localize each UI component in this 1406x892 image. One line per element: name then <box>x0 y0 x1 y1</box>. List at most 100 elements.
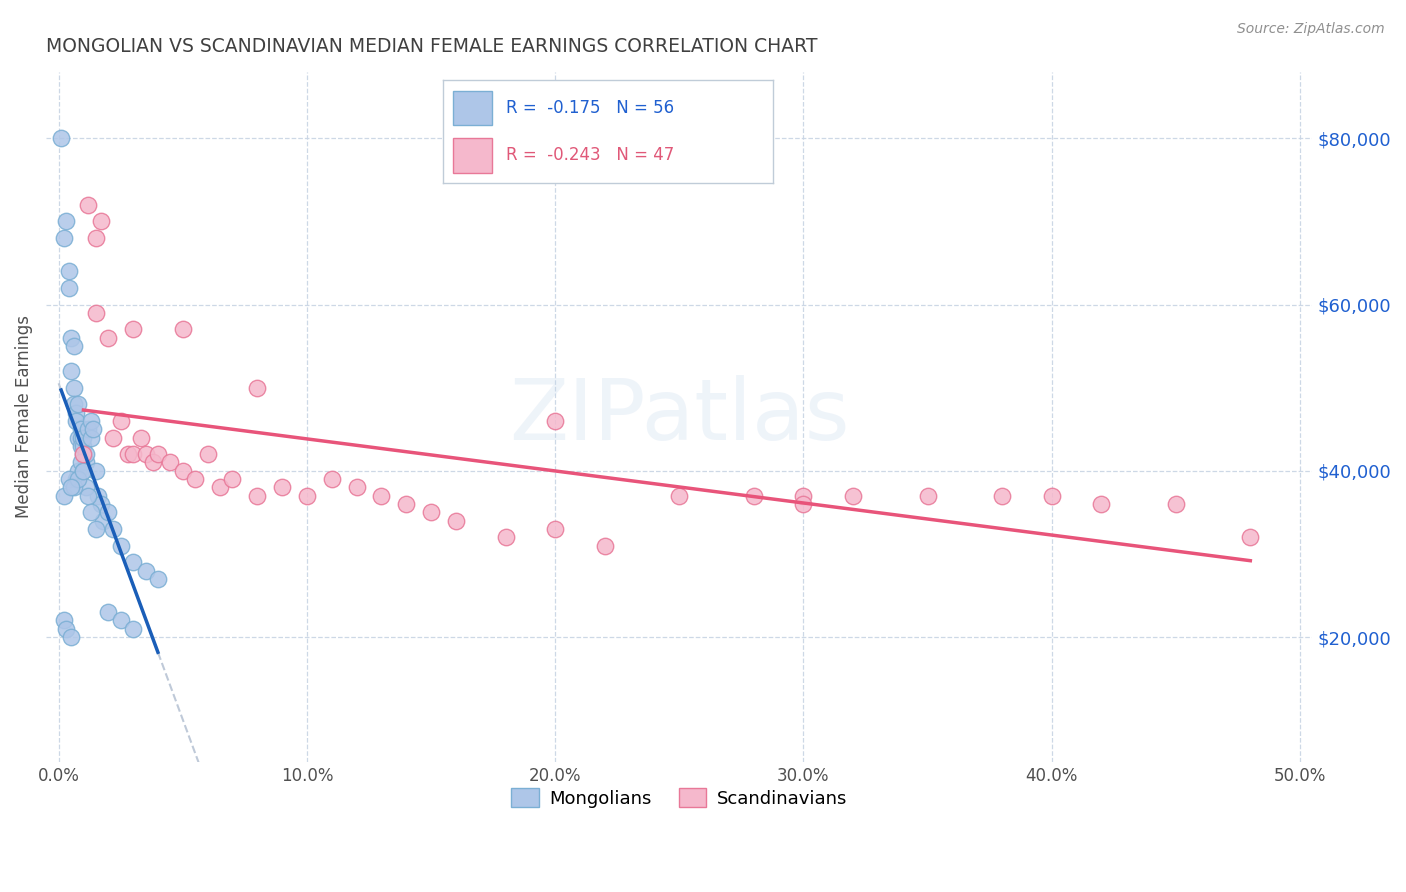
Text: MONGOLIAN VS SCANDINAVIAN MEDIAN FEMALE EARNINGS CORRELATION CHART: MONGOLIAN VS SCANDINAVIAN MEDIAN FEMALE … <box>46 37 818 56</box>
Point <box>246 381 269 395</box>
Point <box>117 447 139 461</box>
Point <box>67 431 90 445</box>
Point <box>82 422 104 436</box>
Point <box>197 447 219 461</box>
Point <box>62 397 84 411</box>
Point <box>370 489 392 503</box>
Point <box>65 406 87 420</box>
Point <box>70 455 93 469</box>
Point <box>84 306 107 320</box>
Point <box>134 564 156 578</box>
Point <box>103 522 125 536</box>
Bar <box>453 91 492 126</box>
Point <box>65 472 87 486</box>
Point <box>495 530 517 544</box>
Point <box>67 472 90 486</box>
Point <box>110 414 132 428</box>
Point <box>271 480 294 494</box>
Point <box>58 281 80 295</box>
Point <box>146 447 169 461</box>
Point <box>110 614 132 628</box>
Text: R =  -0.175   N = 56: R = -0.175 N = 56 <box>506 99 673 117</box>
Point <box>295 489 318 503</box>
Point <box>67 397 90 411</box>
Point <box>72 464 94 478</box>
Point <box>146 572 169 586</box>
Point <box>52 231 75 245</box>
Point <box>55 622 77 636</box>
Point <box>172 322 194 336</box>
Point <box>103 431 125 445</box>
Point <box>75 455 97 469</box>
Point <box>346 480 368 494</box>
Point <box>80 505 103 519</box>
Point <box>90 214 112 228</box>
Point <box>80 414 103 428</box>
Point <box>52 489 75 503</box>
Point <box>1040 489 1063 503</box>
Text: Source: ZipAtlas.com: Source: ZipAtlas.com <box>1237 22 1385 37</box>
Point <box>917 489 939 503</box>
Point <box>72 447 94 461</box>
Point <box>75 480 97 494</box>
Point <box>97 505 120 519</box>
Point <box>84 522 107 536</box>
Point <box>72 447 94 461</box>
Point <box>62 339 84 353</box>
Point <box>60 630 83 644</box>
Point <box>134 447 156 461</box>
Legend: Mongolians, Scandinavians: Mongolians, Scandinavians <box>505 780 855 815</box>
Point <box>122 322 145 336</box>
Point <box>77 489 100 503</box>
Point <box>58 472 80 486</box>
Point <box>122 555 145 569</box>
Point <box>444 514 467 528</box>
Point <box>49 131 72 145</box>
Point <box>65 414 87 428</box>
Bar <box>453 137 492 173</box>
Point <box>84 464 107 478</box>
Point <box>87 489 110 503</box>
Point <box>208 480 231 494</box>
Point <box>142 455 165 469</box>
Point <box>122 447 145 461</box>
Point <box>593 539 616 553</box>
Point <box>77 198 100 212</box>
Point <box>75 447 97 461</box>
Point <box>129 431 152 445</box>
Text: R =  -0.243   N = 47: R = -0.243 N = 47 <box>506 146 673 164</box>
Point <box>110 539 132 553</box>
Point <box>1164 497 1187 511</box>
Point <box>84 231 107 245</box>
Point <box>184 472 207 486</box>
Point <box>52 614 75 628</box>
Point <box>72 464 94 478</box>
Point <box>97 331 120 345</box>
Point <box>742 489 765 503</box>
Point <box>62 381 84 395</box>
Point <box>60 480 83 494</box>
Point <box>1090 497 1112 511</box>
Point <box>72 431 94 445</box>
Point <box>77 422 100 436</box>
Point <box>544 414 567 428</box>
Point <box>70 431 93 445</box>
Y-axis label: Median Female Earnings: Median Female Earnings <box>15 315 32 518</box>
Point <box>668 489 690 503</box>
Point <box>221 472 243 486</box>
Text: ZIPatlas: ZIPatlas <box>509 376 849 458</box>
Point <box>70 439 93 453</box>
Point <box>842 489 865 503</box>
Point <box>159 455 181 469</box>
Point <box>1239 530 1261 544</box>
Point <box>395 497 418 511</box>
Point <box>97 605 120 619</box>
Point <box>91 514 114 528</box>
Point <box>80 431 103 445</box>
Point <box>792 497 814 511</box>
Point <box>246 489 269 503</box>
Point <box>991 489 1014 503</box>
Point <box>792 489 814 503</box>
Point <box>172 464 194 478</box>
Point <box>122 622 145 636</box>
